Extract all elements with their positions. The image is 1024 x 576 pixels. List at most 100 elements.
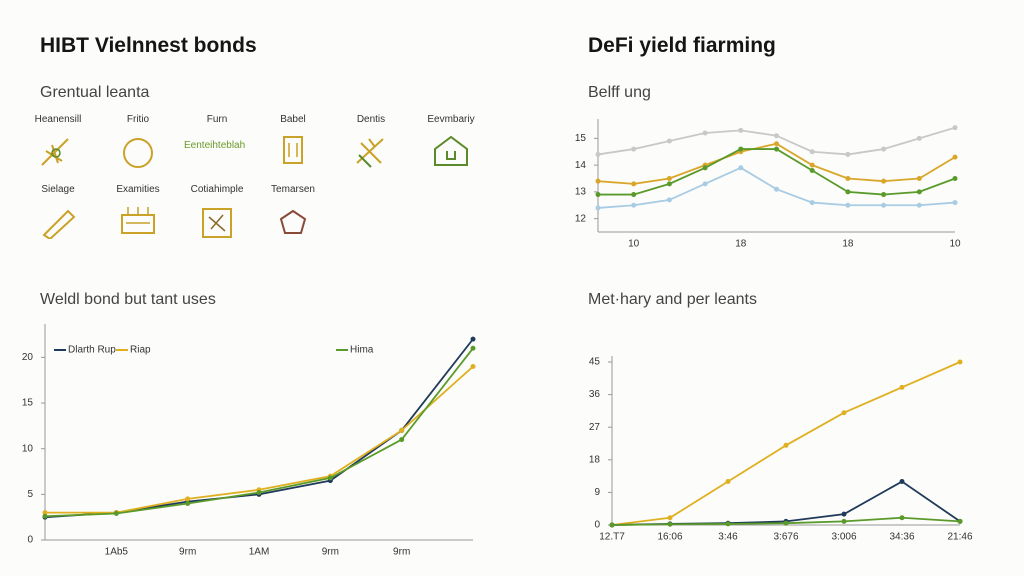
x-tick-label: 10 [949, 239, 961, 250]
point [631, 192, 637, 198]
point [595, 205, 601, 211]
point [42, 513, 48, 519]
point [783, 442, 789, 448]
point [916, 135, 922, 141]
point [470, 345, 476, 351]
icon-item: Sielage [23, 184, 93, 239]
point [113, 511, 119, 517]
y-tick-label: 0 [594, 520, 600, 531]
y-tick-label: 0 [27, 535, 33, 546]
point [666, 176, 672, 181]
point [809, 167, 815, 173]
y-tick-label: 5 [27, 489, 33, 500]
point [595, 178, 601, 184]
point [666, 197, 672, 203]
point [256, 490, 262, 496]
point [702, 181, 708, 187]
icon [283, 136, 303, 164]
point [881, 202, 887, 208]
point [185, 500, 191, 506]
point [631, 146, 637, 152]
icon-item: Examities [103, 184, 173, 239]
x-tick-label: 3:676 [773, 532, 798, 543]
point [957, 359, 963, 365]
icon [42, 209, 76, 239]
x-tick-label: 21:46 [947, 532, 972, 543]
icon [202, 208, 232, 238]
x-tick-label: 1AM [249, 547, 270, 558]
point [631, 202, 637, 208]
x-tick-label: 9rm [393, 547, 410, 558]
point [470, 364, 476, 370]
icon-label: Temarsen [271, 184, 315, 195]
point [185, 496, 191, 502]
point [783, 520, 789, 526]
y-tick-label: 9 [594, 487, 600, 498]
y-tick-label: 10 [22, 443, 34, 454]
x-tick-label: 18 [735, 239, 747, 250]
icon-sublabel: Eenteihteblah [184, 140, 246, 151]
chart-b-title: Weldl bond but tant uses [40, 291, 216, 308]
point [899, 515, 905, 521]
x-tick-label: 3:006 [831, 532, 856, 543]
y-tick-label: 36 [589, 389, 601, 400]
y-tick-label: 13 [575, 187, 587, 198]
point [841, 518, 847, 524]
point [845, 202, 851, 208]
point [916, 189, 922, 195]
x-tick-label: 1Ab5 [105, 547, 129, 558]
point [774, 186, 779, 192]
icon-label: Cotiahimple [190, 184, 244, 195]
y-tick-label: 12 [575, 213, 587, 224]
point [399, 437, 405, 443]
point [809, 149, 815, 155]
icon-label: Sielage [41, 184, 75, 195]
point [881, 192, 887, 198]
y-tick-label: 14 [575, 160, 587, 171]
point [609, 522, 615, 528]
point [809, 162, 815, 168]
y-tick-label: 15 [22, 398, 34, 409]
icon-item: Furn [182, 114, 252, 125]
point [841, 511, 847, 517]
legend-label: Riap [130, 345, 151, 356]
point [702, 165, 708, 171]
point [725, 479, 731, 485]
icon-label: Fritio [126, 114, 150, 125]
point [738, 146, 744, 152]
icon-item: Babel [258, 114, 328, 169]
icon-item: Heanensill [23, 114, 93, 169]
y-tick-label: 18 [589, 454, 601, 465]
icon [41, 138, 69, 166]
icon [279, 209, 307, 234]
right-title: DeFi yield fiarming [588, 34, 776, 57]
point [952, 154, 958, 160]
point [595, 192, 601, 198]
point [774, 133, 779, 139]
point [595, 151, 601, 157]
icon [356, 138, 384, 168]
x-tick-label: 9rm [322, 547, 339, 558]
point [738, 127, 744, 133]
icon-item: Cotiahimple [182, 184, 252, 239]
icon-label: Heanensill [34, 114, 82, 125]
point [666, 181, 672, 187]
point [774, 141, 779, 147]
point [845, 176, 851, 181]
point [738, 165, 744, 171]
chart-c-title: Met·hary and per leants [588, 291, 757, 308]
icon-item: Dentis [336, 114, 406, 169]
x-tick-label: 16:06 [657, 532, 682, 543]
icon-item: Eevmbariy [416, 114, 486, 169]
point [845, 151, 851, 157]
icon [121, 207, 155, 234]
point [631, 181, 637, 187]
legend-label: Hima [350, 345, 374, 356]
icon [123, 138, 153, 168]
icon-item: Fritio [103, 114, 173, 169]
y-tick-label: 45 [589, 357, 601, 368]
icon-item: Temarsen [258, 184, 328, 239]
icon-label: Furn [206, 114, 228, 125]
